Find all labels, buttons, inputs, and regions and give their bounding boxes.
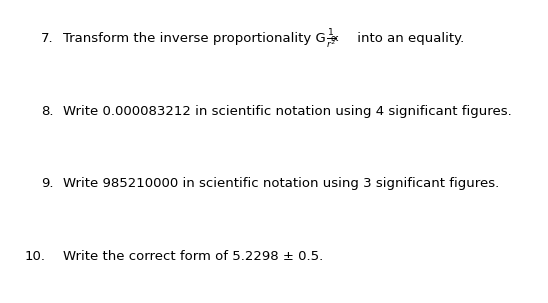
Text: Write 0.000083212 in scientific notation using 4 significant figures.: Write 0.000083212 in scientific notation… — [63, 105, 512, 118]
Text: 7.: 7. — [41, 32, 54, 45]
Text: 10.: 10. — [25, 250, 45, 263]
Text: 8.: 8. — [41, 105, 54, 118]
Text: Transform the inverse proportionality G ∝: Transform the inverse proportionality G … — [63, 32, 344, 45]
Text: into an equality.: into an equality. — [353, 32, 465, 45]
Text: Write 985210000 in scientific notation using 3 significant figures.: Write 985210000 in scientific notation u… — [63, 177, 499, 190]
Text: Write the correct form of 5.2298 ± 0.5.: Write the correct form of 5.2298 ± 0.5. — [63, 250, 323, 263]
Text: 9.: 9. — [41, 177, 54, 190]
Text: $\frac{1}{r^2}$: $\frac{1}{r^2}$ — [326, 27, 337, 51]
